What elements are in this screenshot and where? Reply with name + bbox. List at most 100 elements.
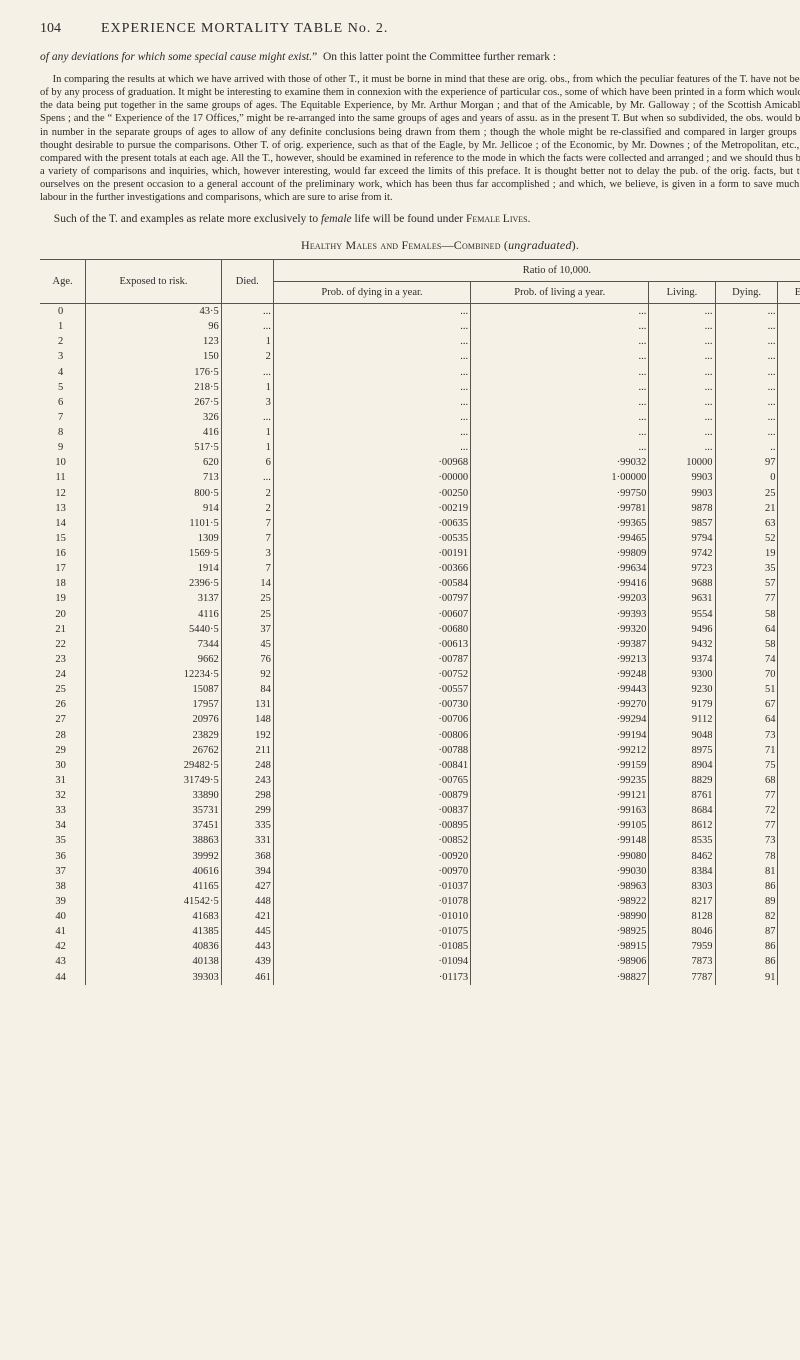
table-cell: 192 — [221, 728, 273, 743]
table-cell: 23 — [40, 652, 86, 667]
table-cell: 24·69 — [778, 970, 800, 985]
table-cell: 39·84 — [778, 652, 800, 667]
page-header: 104 EXPERIENCE MORTALITY TABLE No. 2. — [40, 20, 800, 38]
table-cell: ·99212 — [471, 743, 649, 758]
table-cell: 92 — [221, 667, 273, 682]
table-cell: ·01075 — [273, 924, 470, 939]
table-cell: 35 — [40, 833, 86, 848]
table-cell: ·00635 — [273, 516, 470, 531]
paragraph-3: Such of the T. and examples as relate mo… — [40, 212, 800, 228]
table-cell: 36·93 — [778, 712, 800, 727]
table-cell: 7 — [221, 561, 273, 576]
table-cell: 35 — [715, 561, 778, 576]
col-exposed: Exposed to risk. — [86, 259, 222, 303]
table-cell: ... — [221, 365, 273, 380]
table-cell: 28·27 — [778, 894, 800, 909]
table-cell: 35731 — [86, 803, 222, 818]
table-cell: 326 — [86, 410, 222, 425]
table-cell: ·99781 — [471, 501, 649, 516]
table-cell: ·99032 — [471, 455, 649, 470]
table-cell: ·01010 — [273, 909, 470, 924]
table-cell: 68 — [715, 773, 778, 788]
table-cell: ·99634 — [471, 561, 649, 576]
col-prob-dying: Prob. of dying in a year. — [273, 281, 470, 303]
table-cell: ·99203 — [471, 591, 649, 606]
table-cell: 1 — [221, 440, 273, 455]
table-cell: ·00970 — [273, 864, 470, 879]
table-row: 106206·00968·99032100009749·89 — [40, 455, 800, 470]
table-row: 4141385445·01075·9892580468726·85 — [40, 924, 800, 939]
table-row: 3941542·5448·01078·9892282178928·27 — [40, 894, 800, 909]
table-cell: 33890 — [86, 788, 222, 803]
table-cell: 299 — [221, 803, 273, 818]
table-cell: ·99393 — [471, 607, 649, 622]
table-cell: 82 — [715, 909, 778, 924]
table-cell: 914 — [86, 501, 222, 516]
table-cell: 443 — [221, 939, 273, 954]
table-cell: 150 — [86, 349, 222, 364]
table-cell: 25 — [221, 591, 273, 606]
table-cell: ·00968 — [273, 455, 470, 470]
table-cell: 3137 — [86, 591, 222, 606]
table-cell: 1 — [221, 380, 273, 395]
table-cell: 20976 — [86, 712, 222, 727]
table-cell: ... — [715, 334, 778, 349]
table-row: 4176·5...............54·83 — [40, 365, 800, 380]
col-age: Age. — [40, 259, 86, 303]
table-cell: ... — [471, 349, 649, 364]
table-cell: 31·86 — [778, 818, 800, 833]
table-cell: 39992 — [86, 849, 222, 864]
table-cell: ·00788 — [273, 743, 470, 758]
table-cell: ·99387 — [471, 637, 649, 652]
table-cell: 8462 — [649, 849, 715, 864]
table-cell: 18 — [40, 576, 86, 591]
table-cell: 41·98 — [778, 607, 800, 622]
table-cell: 12234·5 — [86, 667, 222, 682]
table-cell: 298 — [221, 788, 273, 803]
table-cell: 35·47 — [778, 743, 800, 758]
table-cell: ·99121 — [471, 788, 649, 803]
table-row: 3841165427·01037·9896383038628·97 — [40, 879, 800, 894]
table-row: 182396·514·00584·9941696885743·39 — [40, 576, 800, 591]
table-cell: 9 — [40, 440, 86, 455]
table-cell: ... — [715, 395, 778, 410]
col-dying: Dying. — [715, 281, 778, 303]
table-cell: 72 — [715, 803, 778, 818]
table-cell: 5440·5 — [86, 622, 222, 637]
table-cell: ·99105 — [471, 818, 649, 833]
table-cell: 41683 — [86, 909, 222, 924]
table-cell: 70 — [715, 667, 778, 682]
table-cell: 31·15 — [778, 833, 800, 848]
table-cell: 4116 — [86, 607, 222, 622]
table-cell: 49·38 — [778, 470, 800, 485]
table-cell: 57 — [715, 576, 778, 591]
table-cell: 36·18 — [778, 728, 800, 743]
table-cell: ·00852 — [273, 833, 470, 848]
table-cell: 71 — [715, 743, 778, 758]
table-cell: 41 — [40, 924, 86, 939]
table-cell: 9903 — [649, 486, 715, 501]
table-cell: ... — [221, 470, 273, 485]
table-cell: 27·57 — [778, 909, 800, 924]
table-cell: 33 — [40, 803, 86, 818]
table-cell: 1 — [221, 334, 273, 349]
table-cell: 4 — [40, 365, 86, 380]
table-row: 84161............51·67 — [40, 425, 800, 440]
table-cell: 211 — [221, 743, 273, 758]
table-row: 196...............56·64 — [40, 319, 800, 334]
table-cell: 5 — [40, 380, 86, 395]
table-cell: 13 — [40, 501, 86, 516]
table-cell: 21 — [715, 501, 778, 516]
table-cell: 15 — [40, 531, 86, 546]
table-cell: ... — [715, 304, 778, 320]
table-cell: ... — [471, 334, 649, 349]
table-cell: 21 — [40, 622, 86, 637]
table-cell: 89 — [715, 894, 778, 909]
table-cell: 2 — [221, 486, 273, 501]
table-cell: 416 — [86, 425, 222, 440]
table-cell: 19 — [715, 546, 778, 561]
table-cell: 63 — [715, 516, 778, 531]
table-cell: ·99809 — [471, 546, 649, 561]
table-cell: 57·64 — [778, 304, 800, 320]
table-cell: 17957 — [86, 697, 222, 712]
